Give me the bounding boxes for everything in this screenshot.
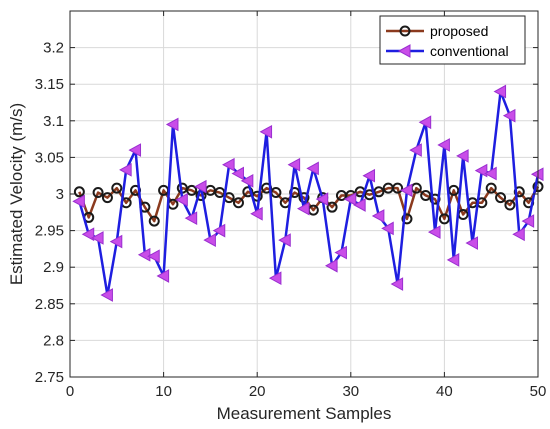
data-point-conventional <box>306 161 319 176</box>
data-point-proposed <box>495 192 507 204</box>
axis-tick-labels: 0 10 20 30 40 50 2.75 2.8 2.85 2.9 2.95 3 3.05 3.1 3.1… <box>35 40 547 400</box>
data-point-proposed <box>73 186 85 198</box>
data-point-conventional <box>493 84 507 99</box>
data-point-conventional <box>325 258 338 273</box>
data-point-conventional <box>353 198 366 212</box>
data-point-conventional <box>474 163 488 178</box>
y-tick-label: 2.85 <box>35 296 64 313</box>
data-point-proposed <box>401 213 413 225</box>
data-point-conventional <box>399 183 413 198</box>
data-point-conventional <box>390 277 404 291</box>
y-axis-label: Estimated Velocity (m/s) <box>7 103 26 285</box>
legend-label-conventional: conventional <box>430 43 509 59</box>
data-point-conventional <box>343 192 357 206</box>
data-point-proposed <box>485 182 497 194</box>
data-point-conventional <box>437 138 450 152</box>
data-point-proposed <box>420 189 432 201</box>
data-point-conventional <box>268 271 282 286</box>
data-point-conventional <box>240 173 254 188</box>
legend: proposed conventional <box>379 15 526 65</box>
data-point-proposed <box>242 186 254 198</box>
data-point-conventional <box>81 227 95 242</box>
data-point-conventional <box>147 249 160 264</box>
data-point-proposed <box>232 197 244 209</box>
data-point-conventional <box>250 206 263 221</box>
data-point-proposed <box>92 187 104 199</box>
data-point-proposed <box>148 215 160 227</box>
y-tick-label: 2.8 <box>43 332 64 349</box>
data-point-conventional <box>427 225 441 239</box>
data-point-conventional <box>502 108 516 123</box>
legend-box <box>379 15 526 65</box>
data-point-conventional <box>165 117 179 132</box>
data-point-conventional <box>91 231 104 245</box>
series-conventional <box>72 84 544 302</box>
legend-marker-proposed <box>399 25 411 37</box>
x-tick-label: 20 <box>249 383 266 400</box>
data-point-conventional <box>278 233 291 247</box>
data-point-conventional <box>184 211 198 225</box>
data-point-proposed <box>392 182 404 194</box>
data-point-conventional <box>334 245 347 260</box>
data-point-conventional <box>362 168 376 183</box>
data-point-proposed <box>111 182 123 194</box>
y-tick-label: 3 <box>56 186 64 203</box>
data-point-proposed <box>101 192 113 204</box>
x-tick-label: 10 <box>155 383 172 400</box>
data-point-proposed <box>438 213 450 225</box>
data-point-conventional <box>193 179 207 194</box>
series-layer <box>72 84 544 302</box>
x-tick-label: 40 <box>436 383 453 400</box>
data-point-conventional <box>456 149 469 163</box>
data-point-conventional <box>128 143 142 157</box>
data-point-conventional <box>175 193 188 207</box>
data-point-conventional <box>521 214 535 228</box>
data-point-conventional <box>222 157 235 172</box>
y-tick-label: 3.1 <box>43 113 64 130</box>
data-point-conventional <box>72 194 85 209</box>
data-point-conventional <box>315 192 329 206</box>
y-tick-label: 2.95 <box>35 223 64 240</box>
data-point-conventional <box>446 253 460 267</box>
data-point-proposed <box>298 192 310 204</box>
data-point-conventional <box>465 236 478 250</box>
x-axis-label: Measurement Samples <box>217 404 392 423</box>
legend-label-proposed: proposed <box>430 23 488 39</box>
y-tick-label: 2.75 <box>35 369 64 386</box>
data-point-conventional <box>203 233 216 247</box>
data-point-conventional <box>409 143 422 157</box>
x-tick-label: 30 <box>342 383 359 400</box>
data-point-conventional <box>100 288 113 302</box>
axis-ticks <box>69 11 539 378</box>
x-tick-label: 50 <box>530 383 547 400</box>
data-point-conventional <box>287 157 301 172</box>
data-point-conventional <box>418 115 432 130</box>
y-tick-label: 3.2 <box>43 40 64 57</box>
data-point-conventional <box>512 227 525 242</box>
data-point-conventional <box>212 223 226 238</box>
data-point-conventional <box>296 201 310 216</box>
legend-marker-conventional <box>397 44 411 58</box>
data-point-conventional <box>231 166 244 181</box>
data-point-conventional <box>259 124 273 139</box>
data-point-conventional <box>484 166 497 181</box>
y-tick-label: 3.05 <box>35 149 64 166</box>
data-point-conventional <box>119 163 132 177</box>
data-point-conventional <box>156 269 170 283</box>
data-point-proposed <box>186 184 198 196</box>
y-tick-label: 3.15 <box>35 76 64 93</box>
data-point-conventional <box>371 209 385 223</box>
data-point-proposed <box>504 199 516 211</box>
data-point-proposed <box>326 201 338 213</box>
y-tick-label: 2.9 <box>43 259 64 276</box>
data-point-conventional <box>381 221 394 236</box>
x-tick-label: 0 <box>66 383 74 400</box>
data-point-conventional <box>109 234 123 249</box>
